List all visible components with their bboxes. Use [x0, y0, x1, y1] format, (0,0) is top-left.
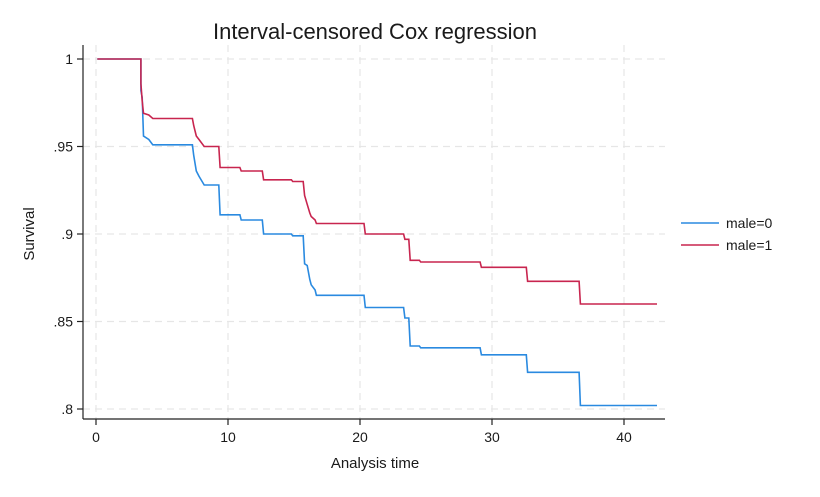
x-tick-label: 0	[92, 429, 100, 445]
y-tick-label: .85	[54, 314, 74, 330]
legend-label: male=1	[726, 237, 773, 253]
x-tick-label: 40	[616, 429, 632, 445]
x-tick-label: 20	[352, 429, 368, 445]
grid	[83, 45, 665, 419]
y-axis-label: Survival	[21, 207, 38, 260]
x-axis-label: Analysis time	[331, 455, 419, 472]
legend-label: male=0	[726, 215, 773, 231]
axes: 1 .95 .9 .85 .8 0 10 20 30 40	[54, 45, 665, 445]
x-tick-label: 10	[220, 429, 236, 445]
chart-title: Interval-censored Cox regression	[213, 19, 537, 44]
series-line-male-1	[97, 58, 657, 305]
series-layer	[97, 58, 657, 407]
y-tick-label: .9	[61, 226, 73, 242]
y-tick-label: .8	[61, 401, 73, 417]
series-line-male-0	[97, 58, 657, 407]
x-tick-label: 30	[484, 429, 500, 445]
y-tick-label: 1	[65, 51, 73, 67]
legend: male=0 male=1	[681, 215, 773, 253]
y-tick-label: .95	[54, 139, 74, 155]
